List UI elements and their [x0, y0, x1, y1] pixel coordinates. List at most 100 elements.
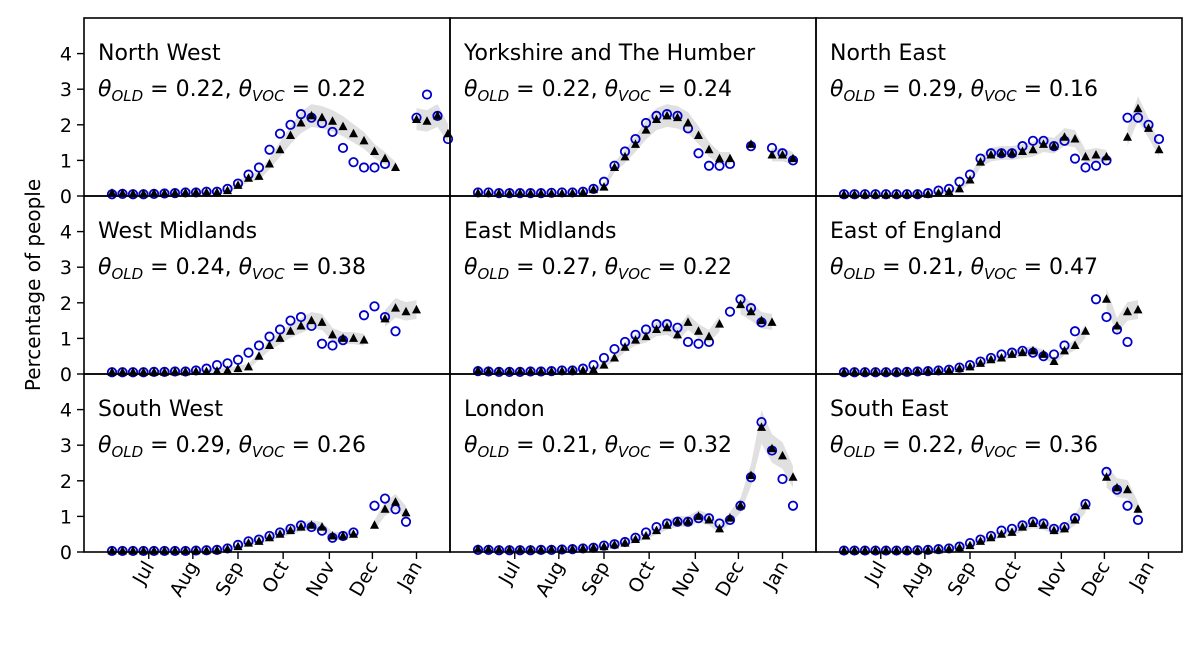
model-point: [610, 539, 619, 549]
model-point: [1060, 345, 1069, 355]
model-point: [715, 523, 724, 533]
model-point: [473, 544, 483, 553]
model-band: [374, 494, 406, 530]
model-point: [965, 361, 975, 371]
model-point: [767, 317, 777, 326]
x-tick-label: Jan: [393, 558, 427, 595]
model-point: [631, 335, 640, 344]
panel-theta: θOLD = 0.22, θVOC = 0.24: [464, 77, 732, 105]
model-point: [202, 187, 211, 196]
model-point: [934, 366, 943, 375]
x-tick-label: Dec: [1077, 558, 1114, 601]
model-point: [526, 188, 535, 198]
model-band: [478, 410, 793, 552]
model-point: [349, 333, 358, 342]
model-point: [641, 331, 651, 341]
y-tick-label: 1: [60, 328, 72, 350]
model-point: [1039, 139, 1048, 148]
model-point: [307, 110, 316, 120]
model-point: [934, 188, 943, 197]
model-point: [589, 364, 598, 374]
model-point: [568, 544, 577, 553]
model-point: [610, 352, 619, 362]
observed-point: [253, 162, 265, 173]
x-tick-label: Nov: [302, 558, 340, 601]
model-point: [997, 148, 1006, 157]
model-point: [673, 112, 682, 122]
model-point: [725, 153, 735, 163]
model-point: [683, 317, 693, 326]
model-band: [112, 104, 396, 196]
model-point: [233, 363, 243, 373]
y-tick-label: 0: [60, 364, 72, 386]
model-point: [223, 365, 232, 374]
model-point: [328, 116, 337, 125]
x-tick-label: Aug: [532, 558, 570, 601]
model-point: [286, 525, 295, 535]
observed-point: [1080, 162, 1091, 173]
model-point: [610, 162, 619, 172]
model-point: [265, 340, 274, 350]
model-point: [547, 544, 556, 554]
model-point: [328, 530, 337, 540]
model-point: [694, 130, 703, 139]
panel-south-east: South East θOLD = 0.22, θVOC = 0.36: [830, 397, 1144, 556]
model-point: [296, 320, 306, 330]
model-point: [620, 538, 630, 547]
y-tick-label: 3: [60, 79, 72, 101]
observed-point: [1132, 112, 1144, 123]
observed-point: [1122, 112, 1133, 123]
model-point: [244, 361, 253, 371]
model-point: [1007, 148, 1017, 157]
x-tick-label: Aug: [166, 558, 204, 601]
model-point: [1081, 151, 1090, 161]
model-point: [673, 329, 682, 339]
model-point: [328, 329, 337, 339]
model-point: [704, 144, 714, 154]
model-point: [391, 303, 400, 312]
observed-point: [369, 500, 380, 511]
observed-point: [369, 301, 380, 312]
model-point: [620, 151, 630, 161]
x-tick-label: Nov: [1034, 558, 1072, 601]
model-point: [1070, 340, 1080, 350]
model-point: [568, 365, 577, 374]
model-point: [317, 112, 327, 122]
model-point: [788, 472, 798, 481]
model-point: [307, 315, 316, 325]
model-point: [202, 366, 211, 376]
model-point: [715, 319, 724, 328]
x-tick-label: Nov: [668, 558, 706, 601]
model-point: [1102, 472, 1111, 481]
model-point: [1112, 482, 1122, 492]
y-tick-label: 2: [60, 471, 72, 493]
model-point: [694, 326, 703, 335]
model-point: [286, 130, 295, 139]
model-point: [673, 516, 682, 526]
model-point: [1081, 326, 1090, 335]
model-point: [233, 180, 243, 189]
model-point: [976, 358, 985, 367]
model-point: [1133, 103, 1143, 113]
panel-title: Yorkshire and The Humber: [463, 41, 756, 66]
observed-point: [1101, 311, 1112, 323]
panel-theta: θOLD = 0.29, θVOC = 0.26: [98, 433, 366, 461]
model-point: [589, 542, 598, 552]
model-point: [652, 324, 661, 333]
model-point: [484, 544, 493, 554]
observed-point: [264, 144, 275, 155]
model-point: [473, 188, 483, 197]
observed-point: [379, 493, 391, 504]
model-point: [505, 188, 514, 198]
y-tick-label: 2: [60, 293, 72, 315]
model-point: [736, 299, 745, 309]
model-point: [662, 322, 672, 332]
model-point: [1133, 504, 1143, 513]
model-point: [484, 366, 493, 375]
model-point: [212, 187, 222, 196]
model-point: [359, 135, 369, 145]
model-point: [631, 139, 640, 148]
observed-point: [358, 310, 370, 321]
x-tick-label: Oct: [258, 558, 293, 597]
